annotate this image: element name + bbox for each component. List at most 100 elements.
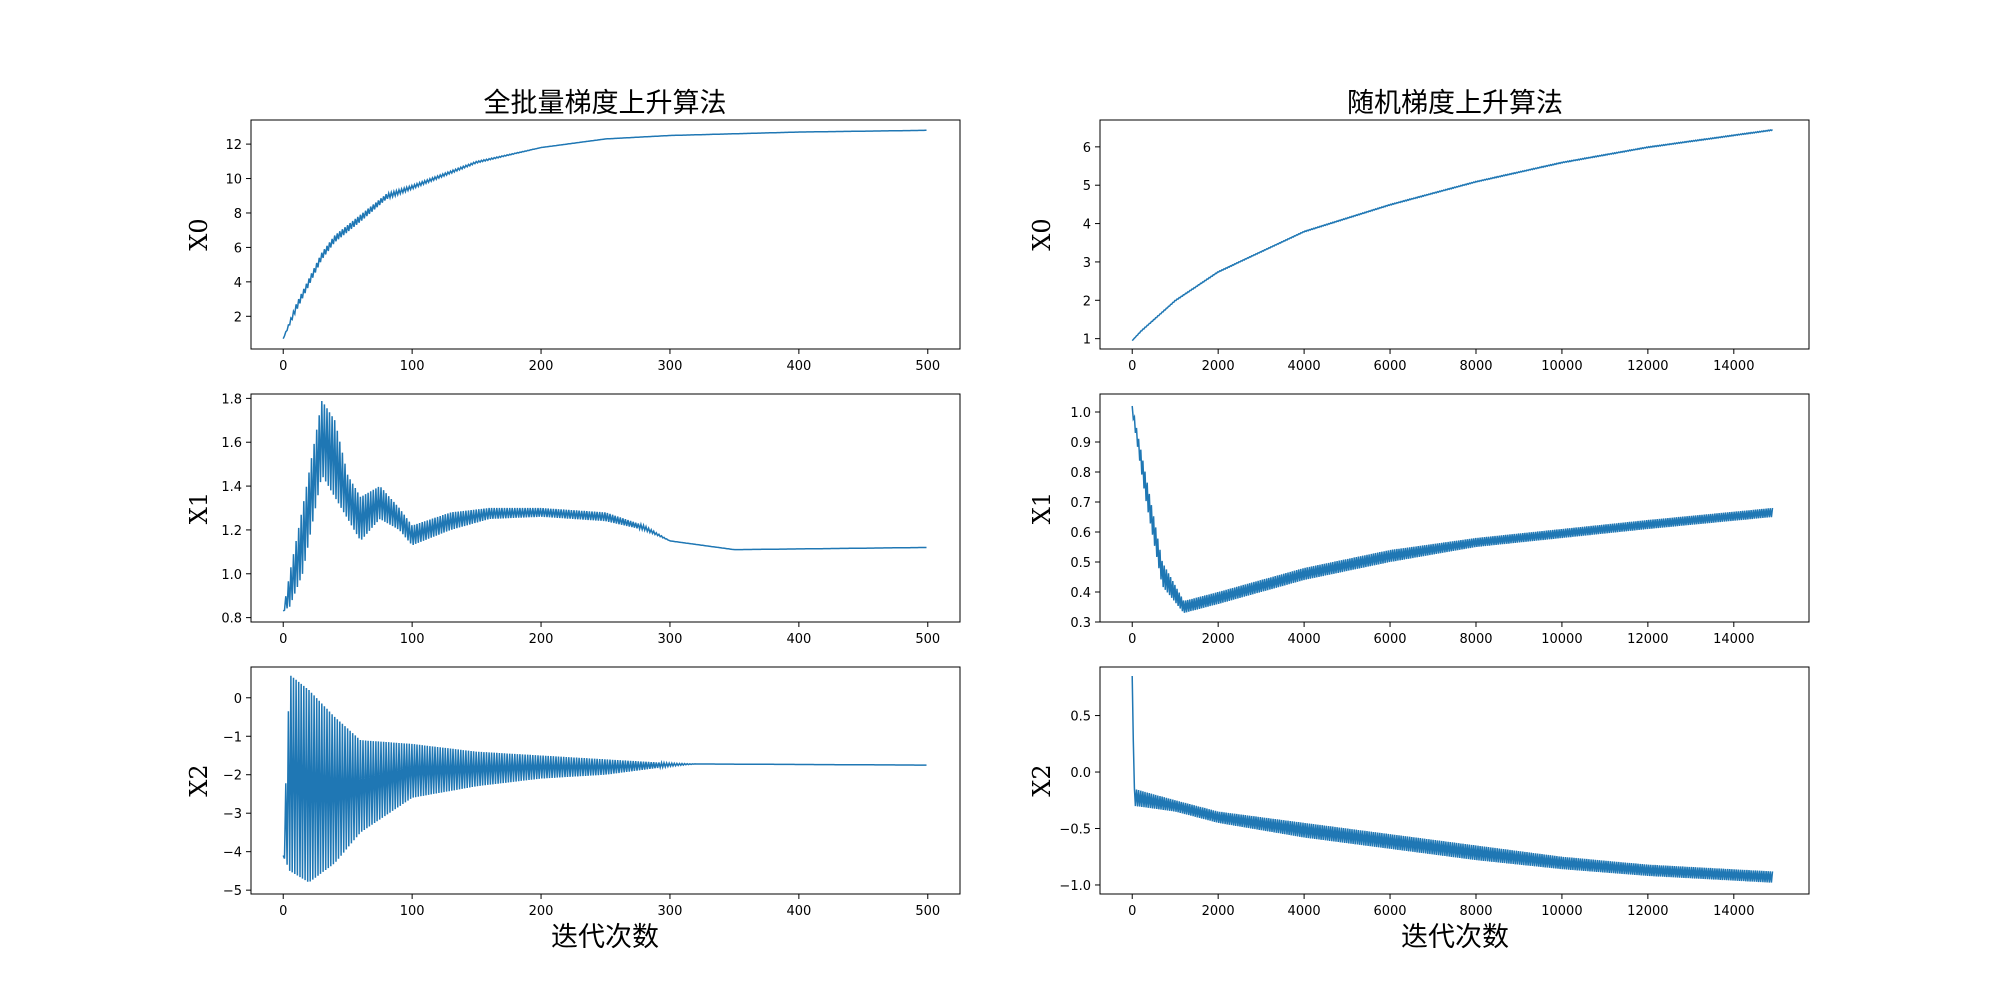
- subplot-4: 0 100 200 300 400 500 −5 −4 −3 −2 −1 0 X2: [185, 666, 961, 919]
- y-tick-label: −3: [223, 807, 242, 822]
- y-tick-label: 2: [234, 310, 242, 325]
- x-tick-label: 100: [400, 904, 425, 919]
- y-tick-label: 3: [1083, 256, 1091, 271]
- x-tick-label: 12000: [1627, 904, 1668, 919]
- y-tick-label: 1.0: [221, 568, 242, 583]
- x-tick-label: 8000: [1459, 359, 1492, 374]
- y-tick-label: −1.0: [1059, 879, 1091, 894]
- x-tick-label: 100: [400, 359, 425, 374]
- x-tick-label: 300: [658, 632, 683, 647]
- xlabel-left: 迭代次数: [551, 922, 659, 953]
- x-tick-label: 200: [529, 359, 554, 374]
- series-line: [1131, 128, 1773, 342]
- axes-frame: [1099, 393, 1810, 623]
- y-tick-label: 0.9: [1070, 436, 1091, 451]
- xlabel-right: 迭代次数: [1401, 922, 1509, 953]
- x-tick-label: 6000: [1373, 632, 1406, 647]
- y-axis-label: X1: [1028, 492, 1056, 524]
- x-tick-label: 6000: [1373, 904, 1406, 919]
- x-tick-label: 0: [1128, 904, 1136, 919]
- x-tick-label: 10000: [1541, 904, 1582, 919]
- y-tick-label: −0.5: [1059, 822, 1091, 837]
- y-tick-label: 0.4: [1070, 586, 1091, 601]
- y-tick-label: 1.4: [221, 480, 242, 495]
- y-tick-label: 0: [234, 692, 242, 707]
- axes-frame: [1099, 119, 1810, 350]
- y-tick-label: 2: [1083, 294, 1091, 309]
- title-full-batch: 全批量梯度上升算法: [484, 88, 727, 119]
- x-tick-label: 500: [915, 632, 940, 647]
- y-tick-label: −1: [223, 730, 242, 745]
- y-tick-label: 1.2: [221, 524, 242, 539]
- y-tick-label: 4: [1083, 218, 1091, 233]
- x-tick-label: 2000: [1202, 632, 1235, 647]
- y-tick-label: 5: [1083, 179, 1091, 194]
- y-tick-label: 0.3: [1070, 616, 1091, 631]
- x-tick-label: 12000: [1627, 359, 1668, 374]
- x-tick-label: 12000: [1627, 632, 1668, 647]
- y-tick-label: −2: [223, 769, 242, 784]
- y-axis-label: X2: [185, 764, 213, 796]
- x-tick-label: 0: [1128, 359, 1136, 374]
- x-tick-label: 100: [400, 632, 425, 647]
- y-tick-label: 4: [234, 276, 242, 291]
- x-tick-label: 0: [279, 904, 287, 919]
- y-tick-label: 1: [1083, 333, 1091, 348]
- subplot-5: 0 2000 4000 6000 8000 10000 12000 14000 −1.0 −0.5…: [1028, 666, 1810, 919]
- title-stochastic: 随机梯度上升算法: [1347, 88, 1563, 119]
- x-tick-label: 400: [786, 632, 811, 647]
- x-tick-label: 14000: [1713, 904, 1754, 919]
- x-tick-label: 0: [1128, 632, 1136, 647]
- y-tick-label: 10: [225, 173, 242, 188]
- subplot-3: 0 2000 4000 6000 8000 10000 12000 14000 0.3 0.4 0.…: [1028, 393, 1810, 647]
- y-tick-label: 6: [234, 241, 242, 256]
- axes-frame: [1099, 666, 1810, 895]
- y-tick-label: 1.8: [221, 392, 242, 407]
- series-line: [282, 675, 927, 882]
- y-tick-label: 0.7: [1070, 496, 1091, 511]
- y-tick-label: 0.6: [1070, 526, 1091, 541]
- y-axis-label: X0: [1028, 218, 1056, 250]
- x-tick-label: 4000: [1288, 904, 1321, 919]
- axes-frame: [250, 119, 961, 350]
- y-tick-label: 0.5: [1070, 556, 1091, 571]
- axes-frame: [250, 666, 961, 895]
- y-tick-label: 1.6: [221, 436, 242, 451]
- y-tick-label: 8: [234, 207, 242, 222]
- subplot-1: 0 2000 4000 6000 8000 10000 12000 14000 1 2 3 4 5 6 X0: [1028, 119, 1810, 374]
- x-tick-label: 400: [786, 904, 811, 919]
- x-tick-label: 2000: [1202, 359, 1235, 374]
- subplot-0: 0 100 200 300 400 500 2 4 6 8 10 12 X0: [185, 119, 961, 374]
- x-tick-label: 300: [658, 904, 683, 919]
- y-axis-label: X2: [1028, 764, 1056, 796]
- y-tick-label: 0.8: [1070, 466, 1091, 481]
- x-tick-label: 4000: [1288, 359, 1321, 374]
- x-tick-label: 300: [658, 359, 683, 374]
- series-line: [1131, 405, 1774, 613]
- y-tick-label: 6: [1083, 141, 1091, 156]
- x-tick-label: 10000: [1541, 632, 1582, 647]
- x-tick-label: 400: [786, 359, 811, 374]
- y-tick-label: 1.0: [1070, 406, 1091, 421]
- y-tick-label: 0.0: [1070, 766, 1091, 781]
- y-tick-label: −4: [223, 846, 242, 861]
- series-line: [282, 400, 927, 612]
- y-tick-label: 12: [225, 138, 242, 153]
- y-axis-label: X0: [185, 218, 213, 250]
- x-tick-label: 8000: [1459, 904, 1492, 919]
- x-tick-label: 0: [279, 359, 287, 374]
- axes-frame: [250, 393, 961, 623]
- series-line: [1131, 675, 1774, 883]
- x-tick-label: 200: [529, 904, 554, 919]
- x-tick-label: 4000: [1288, 632, 1321, 647]
- x-tick-label: 200: [529, 632, 554, 647]
- x-tick-label: 6000: [1373, 359, 1406, 374]
- x-tick-label: 8000: [1459, 632, 1492, 647]
- series-line: [282, 129, 927, 340]
- x-tick-label: 500: [915, 904, 940, 919]
- x-tick-label: 2000: [1202, 904, 1235, 919]
- y-axis-label: X1: [185, 492, 213, 524]
- x-tick-label: 14000: [1713, 632, 1754, 647]
- x-tick-label: 14000: [1713, 359, 1754, 374]
